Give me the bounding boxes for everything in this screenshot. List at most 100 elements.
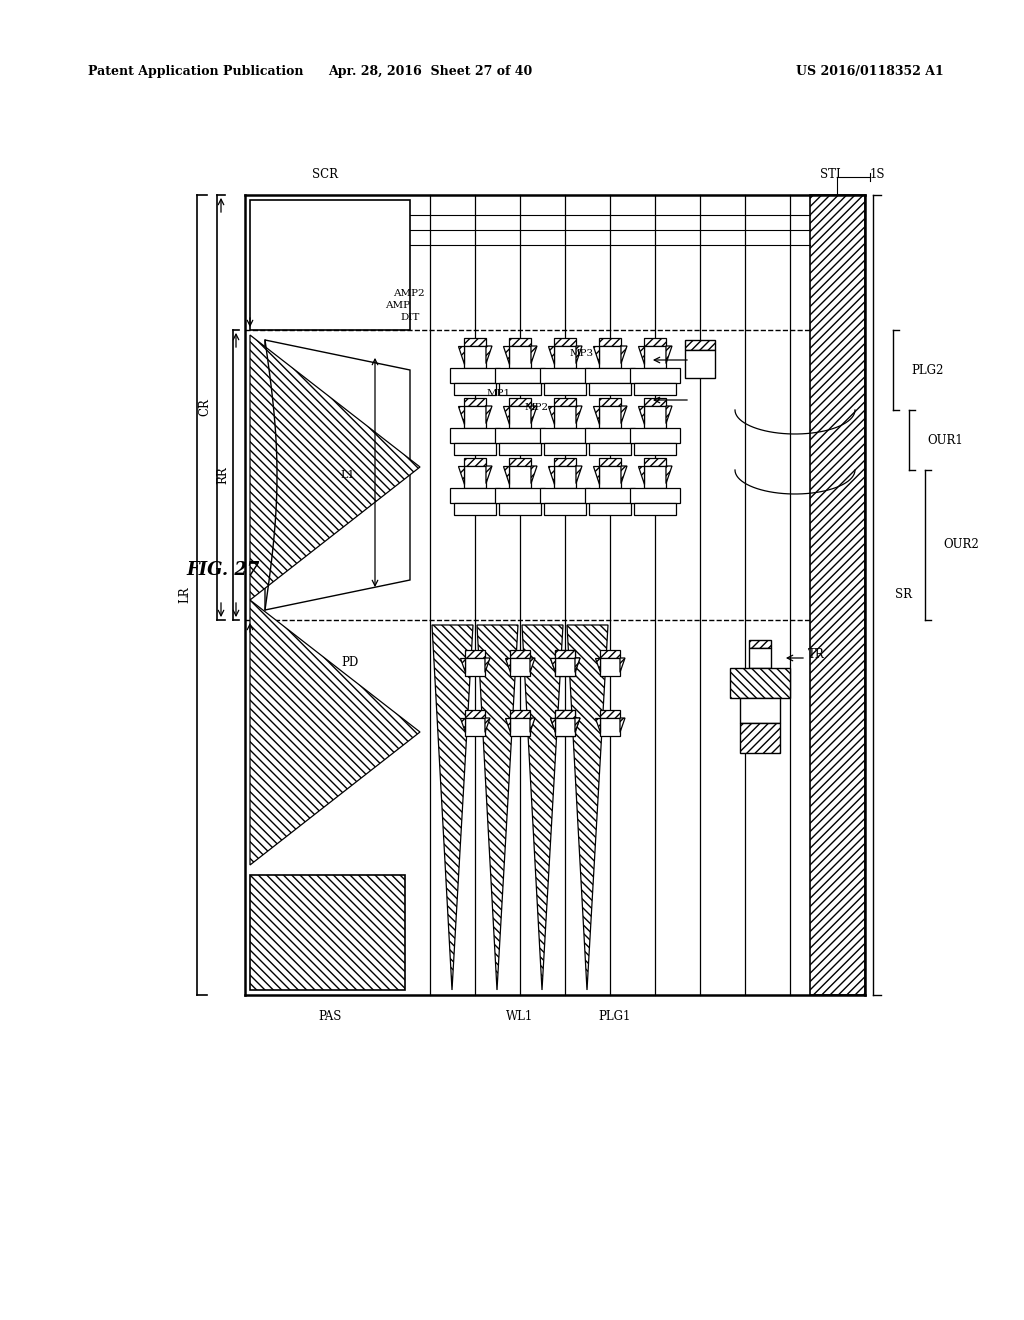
Bar [585, 428, 635, 444]
Bar [555, 649, 575, 657]
Polygon shape [460, 657, 465, 672]
Bar [599, 466, 621, 488]
Bar [554, 338, 575, 346]
Polygon shape [505, 657, 510, 672]
Bar [454, 444, 496, 455]
Bar [510, 657, 530, 676]
Text: PAS: PAS [318, 1011, 342, 1023]
Bar [450, 488, 500, 503]
Bar [499, 383, 541, 395]
Bar [454, 383, 496, 395]
Text: AMP2: AMP2 [393, 289, 425, 298]
Bar [465, 710, 485, 718]
Bar [554, 407, 575, 428]
Polygon shape [530, 657, 535, 672]
Bar [599, 407, 621, 428]
Polygon shape [593, 466, 599, 483]
Bar [630, 488, 680, 503]
Polygon shape [531, 346, 537, 363]
Bar [510, 710, 530, 718]
Bar [544, 383, 586, 395]
Polygon shape [503, 466, 509, 483]
Bar [749, 648, 771, 668]
Bar [589, 503, 631, 515]
Bar [740, 698, 780, 723]
Polygon shape [620, 718, 625, 733]
Text: MP3: MP3 [570, 348, 594, 358]
Bar [810, 195, 865, 995]
Text: RR: RR [216, 466, 229, 484]
Bar [509, 407, 531, 428]
Text: STI: STI [819, 169, 841, 181]
Bar [544, 503, 586, 515]
Polygon shape [250, 601, 420, 865]
Polygon shape [485, 718, 490, 733]
Polygon shape [503, 407, 509, 424]
Bar [544, 444, 586, 455]
Bar [685, 350, 715, 378]
Bar [450, 428, 500, 444]
Bar [630, 428, 680, 444]
Bar [599, 338, 621, 346]
Bar [644, 407, 666, 428]
Bar [585, 488, 635, 503]
Bar [540, 428, 590, 444]
Polygon shape [265, 341, 410, 610]
Bar [450, 368, 500, 383]
Text: Apr. 28, 2016  Sheet 27 of 40: Apr. 28, 2016 Sheet 27 of 40 [328, 66, 532, 78]
Polygon shape [620, 657, 625, 672]
Polygon shape [250, 335, 420, 601]
Bar [634, 444, 676, 455]
Bar [644, 338, 666, 346]
Bar [555, 718, 575, 737]
Bar [509, 346, 531, 368]
Bar [630, 368, 680, 383]
Bar [465, 657, 485, 676]
Polygon shape [638, 466, 644, 483]
Bar [554, 458, 575, 466]
Bar [464, 346, 486, 368]
Text: SCR: SCR [312, 169, 338, 181]
Text: OUR1: OUR1 [927, 433, 963, 446]
Polygon shape [593, 346, 599, 363]
Bar [634, 383, 676, 395]
Polygon shape [548, 466, 554, 483]
Text: CR: CR [199, 399, 212, 416]
Polygon shape [485, 657, 490, 672]
Bar [454, 503, 496, 515]
Polygon shape [477, 624, 518, 990]
Polygon shape [666, 407, 672, 424]
Text: 1S: 1S [870, 169, 886, 181]
Polygon shape [531, 407, 537, 424]
Polygon shape [575, 466, 582, 483]
Text: PD: PD [341, 656, 358, 668]
Text: SR: SR [895, 589, 912, 602]
Polygon shape [575, 657, 580, 672]
Text: OUR2: OUR2 [943, 539, 979, 552]
Bar [644, 458, 666, 466]
Bar [600, 649, 620, 657]
Bar [589, 383, 631, 395]
Bar [495, 368, 545, 383]
Bar [465, 718, 485, 737]
Bar [465, 649, 485, 657]
Bar [250, 201, 410, 330]
Polygon shape [595, 718, 600, 733]
Text: PLG2: PLG2 [911, 363, 943, 376]
Polygon shape [575, 718, 580, 733]
Polygon shape [460, 718, 465, 733]
Polygon shape [503, 346, 509, 363]
Bar [730, 668, 790, 698]
Text: DIT: DIT [400, 314, 420, 322]
Text: MP2: MP2 [525, 404, 549, 412]
Bar [555, 710, 575, 718]
Polygon shape [548, 346, 554, 363]
Text: MP1: MP1 [487, 388, 511, 397]
Text: TR: TR [808, 648, 824, 661]
Polygon shape [595, 657, 600, 672]
Polygon shape [550, 718, 555, 733]
Polygon shape [550, 718, 555, 733]
Bar [464, 458, 486, 466]
Bar [555, 710, 575, 718]
Bar [634, 503, 676, 515]
